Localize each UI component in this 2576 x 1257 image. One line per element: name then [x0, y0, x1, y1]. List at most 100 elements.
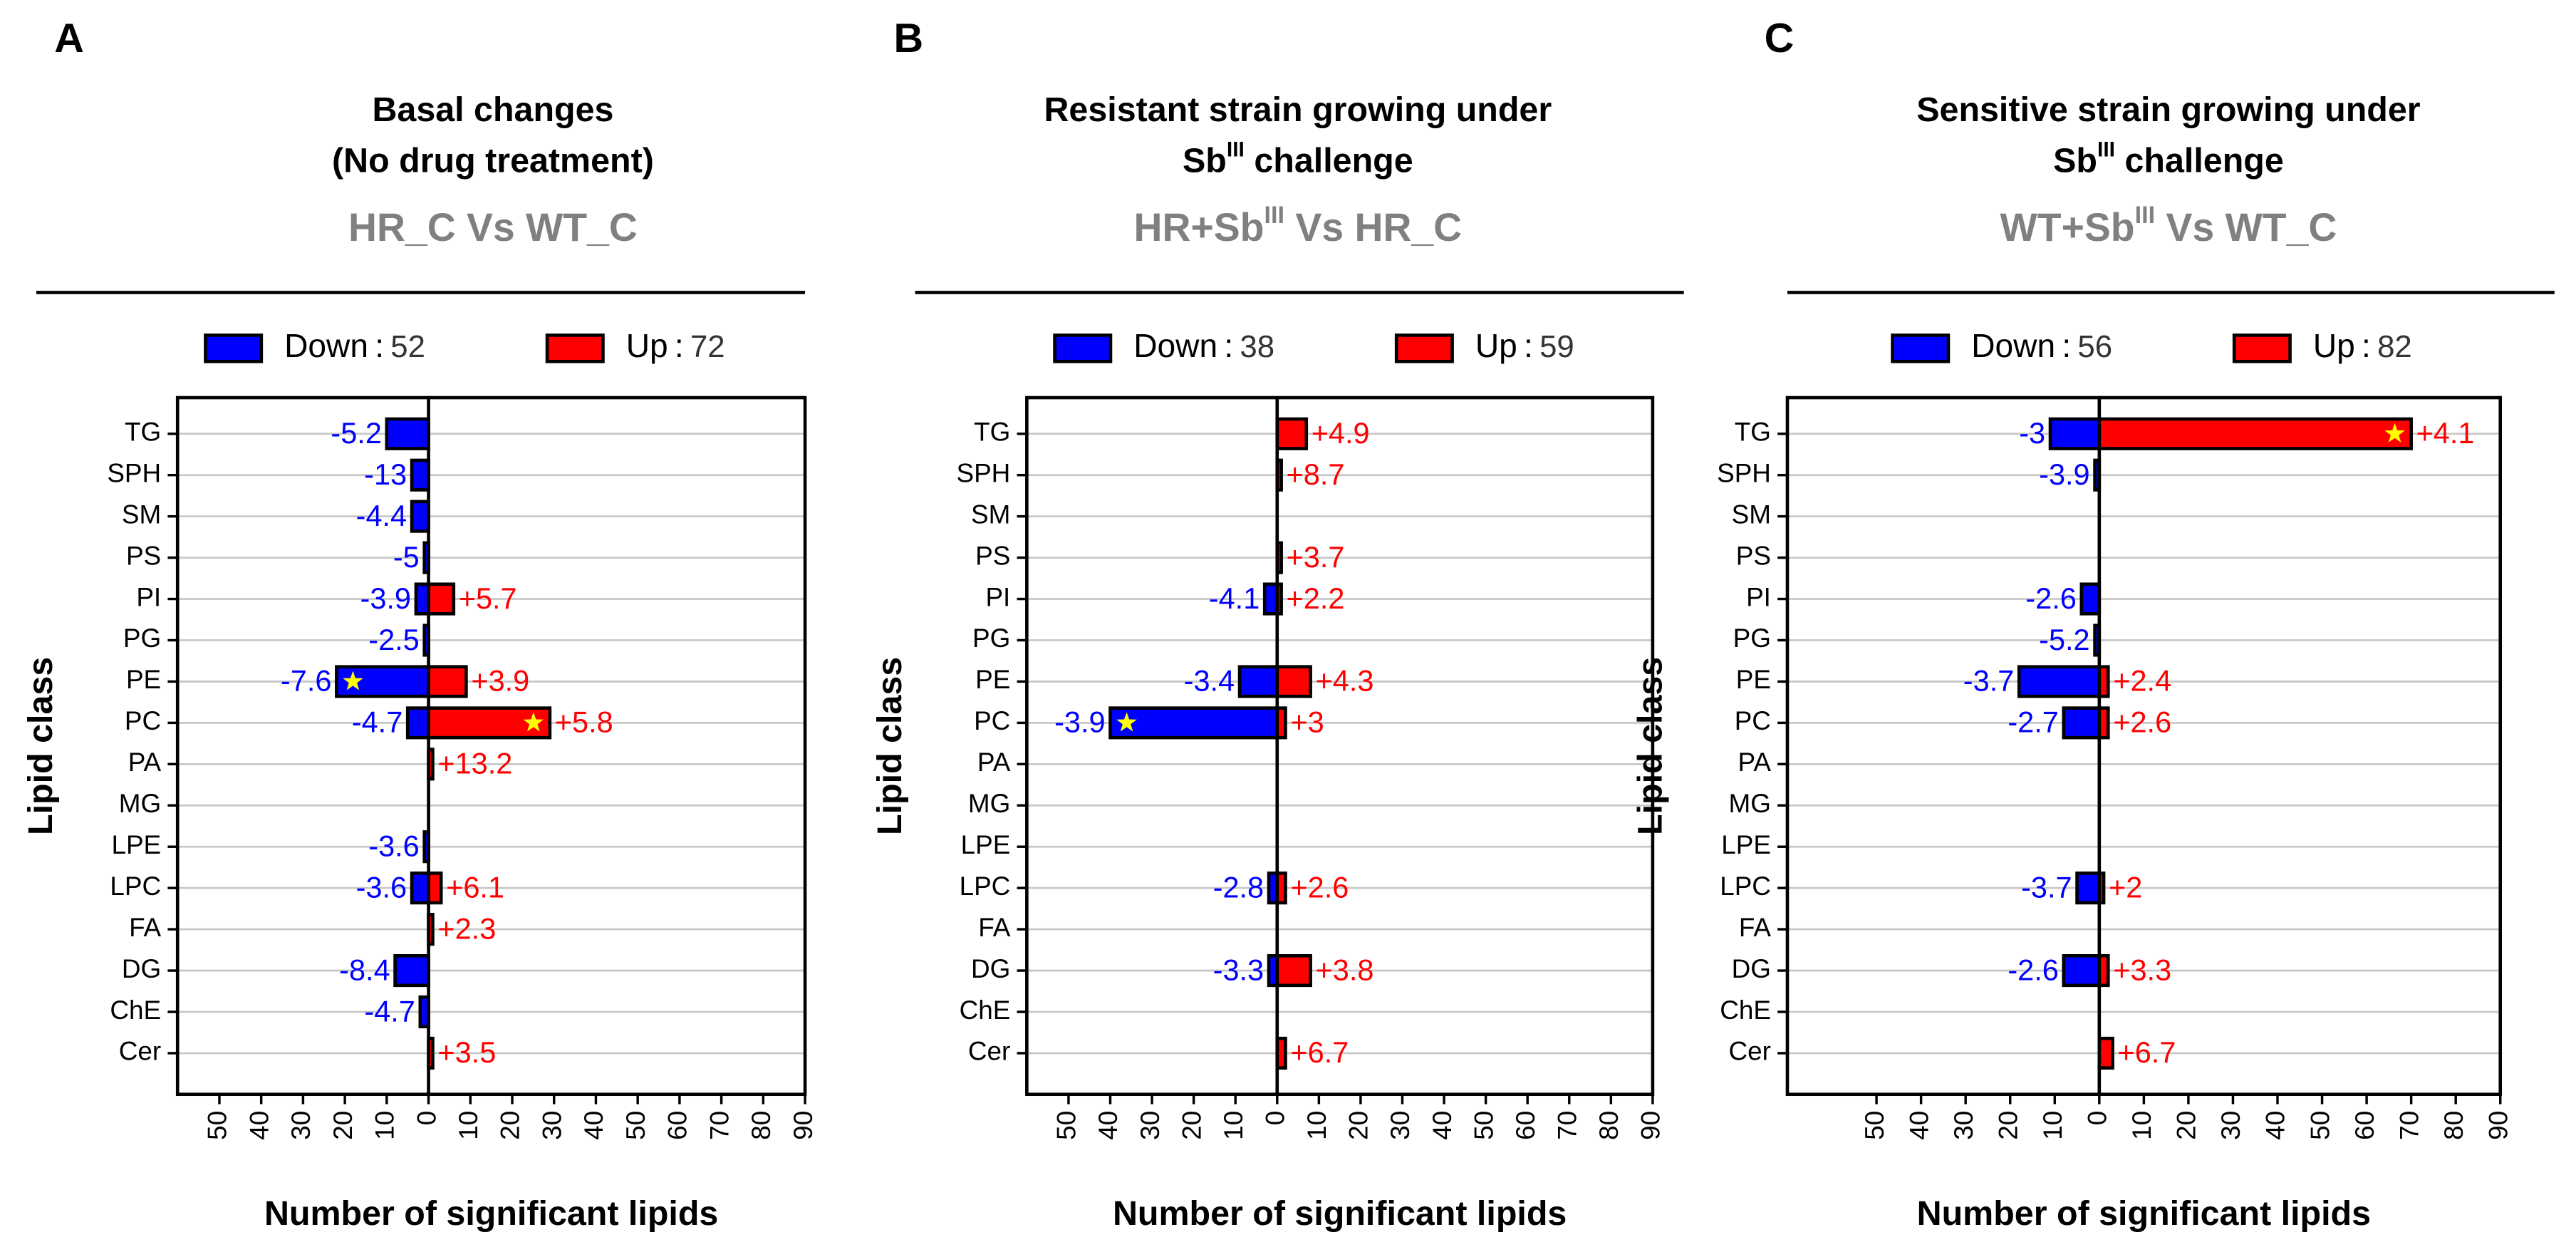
y-tick-label: PE — [126, 665, 161, 694]
data-label: -13 — [364, 457, 407, 491]
bar — [427, 582, 456, 616]
y-tick-label: PC — [1735, 706, 1771, 735]
legend-label: Up:59 — [1475, 327, 1574, 364]
data-label: +2 — [2109, 870, 2142, 904]
bar — [405, 706, 430, 740]
legend-label: Down:38 — [1133, 327, 1274, 364]
y-tick-label: PG — [123, 624, 161, 653]
chart-subtitle: HR+SbIII Vs HR_C — [1134, 202, 1463, 249]
y-tick-label: PI — [985, 582, 1010, 611]
x-tick-label: 10 — [1219, 1111, 1248, 1140]
legend-count: 59 — [1539, 329, 1574, 363]
data-label: -5.2 — [331, 416, 382, 450]
y-tick-label: Cer — [1729, 1037, 1771, 1066]
data-label: +2.6 — [2113, 705, 2171, 739]
data-label: -2.6 — [2025, 581, 2077, 615]
x-tick-label: 20 — [496, 1111, 525, 1140]
data-label: +6.1 — [446, 870, 504, 904]
data-label: +5.7 — [459, 581, 517, 615]
legend-separator: : — [2362, 327, 2371, 364]
data-label: +6.7 — [2117, 1035, 2176, 1069]
legend-count: 56 — [2077, 329, 2112, 363]
legend-name: Up — [2313, 327, 2355, 364]
x-tick-label: 50 — [1052, 1111, 1081, 1140]
data-label: +5.8 — [555, 705, 613, 739]
x-tick-label: 40 — [1904, 1111, 1933, 1140]
legend-name: Down — [1133, 327, 1217, 364]
y-tick-label: PI — [136, 582, 161, 611]
x-tick-label: 0 — [1261, 1111, 1290, 1126]
data-label: -3.7 — [1963, 664, 2015, 698]
y-tick-label: ChE — [110, 995, 161, 1025]
legend-label: Down:56 — [1971, 327, 2112, 364]
panel-letter: C — [1765, 16, 1795, 61]
y-tick-label: PG — [972, 624, 1010, 653]
legend-separator: : — [675, 327, 684, 364]
data-label: -2.5 — [368, 623, 420, 656]
data-label: +3.7 — [1287, 540, 1345, 574]
y-tick-label: SM — [1732, 500, 1771, 529]
star — [343, 671, 363, 690]
bar — [1237, 665, 1279, 698]
x-tick-label: 90 — [2483, 1111, 2513, 1140]
y-tick-label: DG — [971, 954, 1010, 983]
y-tick-label: TG — [974, 418, 1010, 447]
bar — [2048, 417, 2102, 450]
chart-title: SbIII challenge — [1183, 138, 1413, 180]
y-tick-label: DG — [1732, 954, 1771, 983]
x-tick-label: 20 — [1993, 1111, 2022, 1140]
y-tick-label: SPH — [956, 458, 1010, 487]
bar — [1275, 665, 1312, 698]
y-tick-label: Cer — [968, 1037, 1010, 1066]
x-tick-label: 40 — [579, 1111, 608, 1140]
bar — [385, 417, 430, 450]
bar — [393, 954, 430, 988]
x-tick-label: 40 — [244, 1111, 274, 1140]
x-tick-label: 20 — [1177, 1111, 1206, 1140]
x-axis-label: Number of significant lipids — [1917, 1194, 2371, 1233]
plot-frame — [1025, 395, 1655, 1097]
text-run: Basal changes — [372, 90, 613, 129]
y-tick-label: LPE — [1721, 830, 1771, 859]
x-tick-label: 60 — [1511, 1111, 1540, 1140]
x-tick-label: 0 — [412, 1111, 441, 1126]
data-label: +4.3 — [1316, 664, 1374, 698]
text-run: Resistant strain growing under — [1044, 90, 1552, 129]
bar — [410, 458, 430, 492]
bar — [2079, 582, 2102, 616]
data-label: -5 — [393, 540, 420, 574]
bar — [2062, 706, 2102, 740]
x-tick-label: 20 — [328, 1111, 358, 1140]
bar — [427, 871, 443, 905]
legend-count: 52 — [390, 329, 425, 363]
legend-separator: : — [1524, 327, 1533, 364]
bar — [427, 665, 468, 698]
x-tick-label: 50 — [621, 1111, 650, 1140]
bar — [2062, 954, 2102, 988]
y-tick-label: PC — [125, 706, 161, 735]
plot-frame — [1785, 395, 2503, 1097]
data-label: -3.7 — [2021, 870, 2072, 904]
legend-swatch — [1394, 333, 1454, 363]
x-tick-label: 80 — [1594, 1111, 1624, 1140]
bar — [414, 582, 430, 616]
text-run: Vs WT_C — [2155, 205, 2337, 249]
legend-swatch — [1053, 333, 1113, 363]
x-tick-label: 10 — [1302, 1111, 1331, 1140]
x-tick-label: 0 — [2083, 1111, 2112, 1126]
x-tick-label: 30 — [1136, 1111, 1165, 1140]
data-label: -2.7 — [2008, 705, 2059, 739]
y-tick-label: PC — [974, 706, 1010, 735]
data-label: +3.5 — [437, 1035, 496, 1069]
data-label: +13.2 — [437, 747, 512, 780]
y-tick-label: PS — [1736, 541, 1771, 570]
chart-subtitle: HR_C Vs WT_C — [348, 205, 638, 249]
data-label: -4.7 — [364, 994, 415, 1028]
text-run: (No drug treatment) — [332, 141, 654, 180]
data-label: -3.6 — [356, 870, 407, 904]
x-tick-label: 30 — [286, 1111, 316, 1140]
legend-swatch — [204, 333, 264, 363]
text-run: Sensitive strain growing under — [1916, 90, 2421, 129]
data-label: -2.8 — [1213, 870, 1264, 904]
